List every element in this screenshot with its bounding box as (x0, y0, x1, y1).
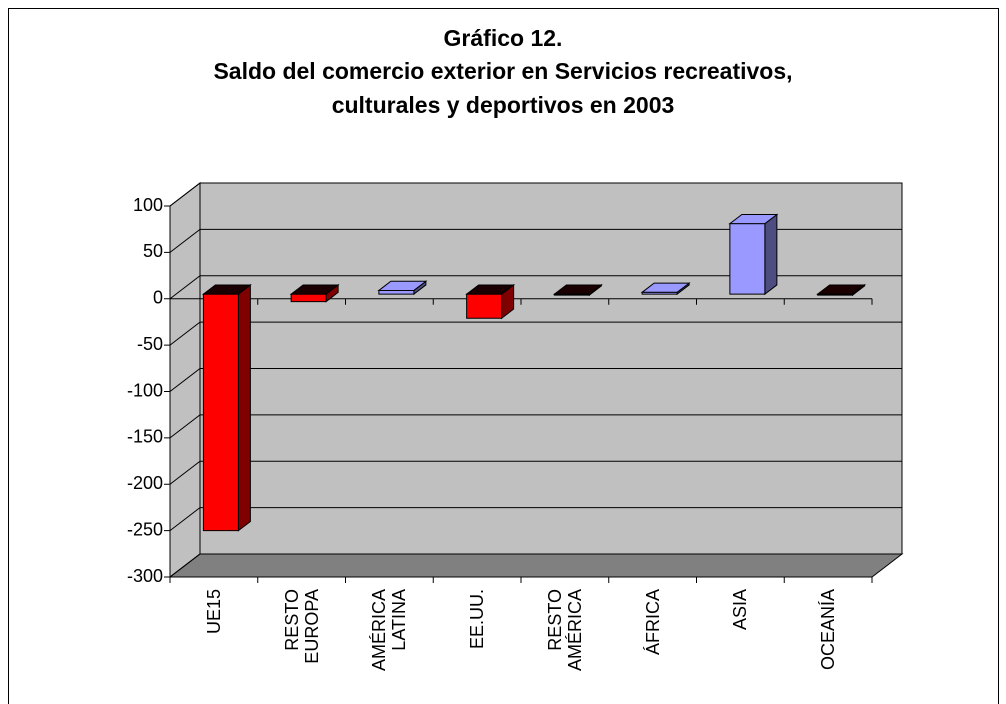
grid-line (169, 414, 902, 439)
x-tick-label: UE15 (203, 589, 224, 635)
x-tick-label: ÁFRICA (642, 589, 663, 656)
bar-top (201, 284, 252, 295)
y-tick-label: -200 (127, 473, 163, 493)
x-tick-label: EE.UU. (467, 589, 488, 650)
chart-title: culturales y deportivos en 2003 (332, 92, 675, 118)
x-tick-label: AMÉRICA LATINA (369, 589, 410, 672)
chart-title: Gráfico 12. (444, 25, 563, 51)
y-tick-label: 100 (133, 195, 163, 215)
y-tick-label: -100 (127, 380, 163, 400)
bar-side (764, 213, 778, 296)
bar-top (728, 213, 779, 225)
bar-top (816, 284, 867, 295)
grid-line (169, 182, 902, 207)
bar-front (290, 293, 327, 303)
y-tick-label: -250 (127, 519, 163, 539)
bar-top (289, 284, 340, 295)
y-tick-label: 50 (143, 241, 163, 261)
y-tick-label: -150 (127, 427, 163, 447)
y-tick-label: 0 (153, 288, 163, 308)
bar-top (552, 284, 603, 295)
bar-front (466, 293, 503, 319)
bar-front (378, 289, 415, 295)
bar-side (237, 283, 251, 532)
chart-title: Saldo del comercio exterior en Servicios… (213, 58, 792, 84)
x-tick-label: RESTO AMÉRICA (544, 589, 585, 672)
bar-top (640, 282, 691, 293)
grid-line (169, 321, 902, 346)
bar-top (377, 280, 428, 291)
grid-line (169, 553, 902, 578)
x-tick-label: ASIA (730, 589, 751, 631)
x-tick-label: OCEANÍA (818, 589, 839, 671)
grid-line (169, 275, 902, 300)
grid-line (169, 368, 902, 392)
bar-front (202, 293, 239, 532)
x-tick-label: RESTO EUROPA (281, 589, 322, 664)
bar-front (729, 223, 766, 295)
grid-line (169, 507, 902, 532)
y-tick-label: -50 (137, 334, 163, 354)
floor (168, 553, 904, 578)
bar-top (465, 284, 516, 295)
grid-line (169, 460, 902, 485)
y-tick-label: -300 (127, 566, 163, 586)
grid-line (169, 228, 902, 253)
